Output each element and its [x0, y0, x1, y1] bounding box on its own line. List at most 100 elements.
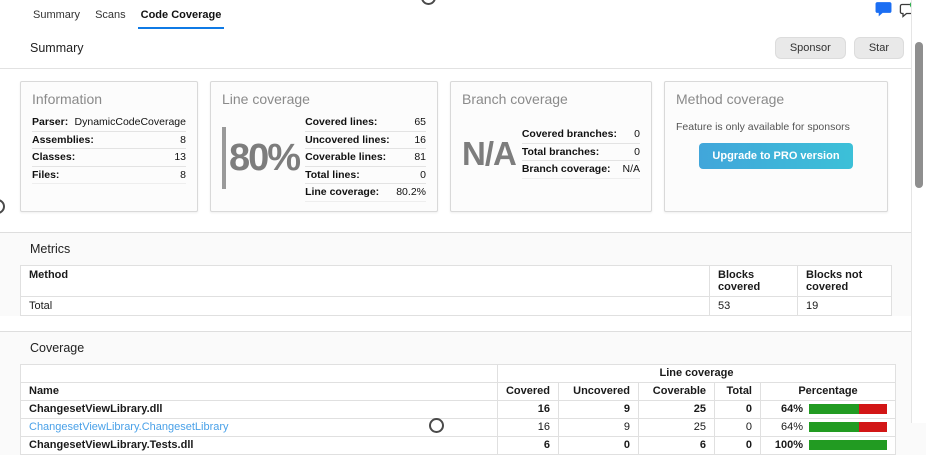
coverage-col-total: Total: [714, 381, 761, 401]
tab-summary[interactable]: Summary: [33, 9, 81, 21]
total-value: 0: [714, 417, 761, 437]
summary-section-title: Summary: [30, 41, 84, 55]
coverage-bar: [809, 422, 887, 432]
files-value: 8: [180, 168, 186, 181]
coverage-row-class-1: ChangesetViewLibrary.ChangesetLibrary 16…: [20, 417, 896, 437]
line-row-coverable: Coverable lines: 81: [305, 149, 426, 167]
covered-value: 6: [496, 435, 560, 455]
sponsor-note: Feature is only available for sponsors: [676, 121, 850, 133]
line-coverage-big-value-wrap: 80%: [222, 126, 301, 189]
total-value: 0: [714, 435, 761, 455]
line-coverage-group-header: Line coverage: [496, 363, 897, 383]
percentage-cell: 64%: [760, 399, 896, 419]
branch-coverage-value: N/A: [622, 163, 640, 175]
coverage-col-name: Name: [20, 381, 498, 401]
covered-lines-label: Covered lines:: [305, 116, 378, 128]
coverage-header-row: Name Covered Uncovered Coverable Total P…: [20, 381, 896, 401]
tab-code-coverage[interactable]: Code Coverage: [137, 9, 225, 29]
coverable-value: 25: [638, 399, 715, 419]
metrics-total-row: Total 53 19: [20, 295, 892, 316]
method-coverage-card-title: Method coverage: [676, 91, 785, 107]
coverage-row-assembly-2: ChangesetViewLibrary.Tests.dll 6 0 6 0 1…: [20, 435, 896, 455]
branch-row-total: Total branches: 0: [521, 144, 640, 161]
line-row-uncovered: Uncovered lines: 16: [305, 132, 426, 149]
total-value: 0: [714, 399, 761, 419]
coverage-table: Line coverage Name Covered Uncovered Cov…: [20, 363, 897, 455]
metrics-total-label: Total: [20, 295, 710, 316]
line-row-covered: Covered lines: 65: [305, 114, 426, 132]
branch-row-percentage: Branch coverage: N/A: [521, 161, 640, 179]
branch-coverage-big-value: N/A: [462, 134, 517, 172]
info-row-assemblies: Assemblies: 8: [32, 132, 186, 149]
coverable-value: 25: [638, 417, 715, 437]
metrics-header-row: Method Blocks covered Blocks not covered: [20, 264, 892, 297]
summary-header: Summary Sponsor Star: [0, 29, 926, 69]
assembly-name[interactable]: ChangesetViewLibrary.Tests.dll: [20, 435, 498, 455]
metrics-section: Metrics Method Blocks covered Blocks not…: [0, 231, 926, 316]
info-row-files: Files: 8: [32, 167, 186, 184]
method-coverage-card: Method coverage Feature is only availabl…: [664, 81, 888, 212]
tab-bar: Summary Scans Code Coverage: [0, 0, 926, 29]
line-coverage-big-value: 80%: [229, 136, 301, 179]
assemblies-label: Assemblies:: [32, 133, 94, 146]
info-row-parser: Parser: DynamicCodeCoverage: [32, 114, 186, 132]
branch-coverage-label: Branch coverage:: [521, 163, 611, 175]
metrics-col-blocks-covered: Blocks covered: [709, 264, 798, 297]
star-button[interactable]: Star: [853, 37, 904, 59]
upgrade-pro-button[interactable]: Upgrade to PRO version: [699, 143, 853, 169]
line-coverage-card-title: Line coverage: [222, 91, 310, 107]
sponsor-button[interactable]: Sponsor: [774, 37, 846, 59]
coverage-col-coverable: Coverable: [638, 381, 715, 401]
coverage-group-header-row: Line coverage: [20, 363, 897, 383]
coverable-value: 6: [638, 435, 715, 455]
metrics-total-blocks-covered: 53: [709, 295, 798, 316]
uncovered-value: 9: [558, 399, 639, 419]
coverable-lines-label: Coverable lines:: [305, 151, 387, 163]
total-branches-label: Total branches:: [521, 145, 600, 158]
line-coverage-card: Line coverage 80% Covered lines: 65 Unco…: [210, 81, 438, 212]
coverage-row-assembly-1: ChangesetViewLibrary.dll 16 9 25 0 64%: [20, 399, 896, 419]
covered-value: 16: [496, 399, 560, 419]
selection-handle-bottom: [429, 418, 444, 433]
metrics-col-method: Method: [20, 264, 710, 297]
total-branches-value: 0: [634, 145, 640, 158]
summary-cards: Information Parser: DynamicCodeCoverage …: [0, 69, 926, 232]
total-lines-value: 0: [420, 168, 426, 181]
branch-coverage-card-title: Branch coverage: [462, 91, 568, 107]
assemblies-value: 8: [180, 133, 186, 146]
classes-value: 13: [174, 151, 186, 163]
coverable-lines-value: 81: [414, 151, 426, 163]
metrics-section-title: Metrics: [30, 241, 71, 256]
classes-label: Classes:: [32, 151, 76, 163]
metrics-table: Method Blocks covered Blocks not covered…: [20, 264, 892, 316]
parser-label: Parser:: [32, 116, 69, 128]
coverage-col-percentage: Percentage: [760, 381, 896, 401]
coverage-col-uncovered: Uncovered: [558, 381, 639, 401]
coverage-section-title: Coverage: [30, 340, 85, 355]
line-row-percentage: Line coverage: 80.2%: [305, 184, 426, 202]
uncovered-lines-value: 16: [414, 133, 426, 146]
line-row-total: Total lines: 0: [305, 167, 426, 184]
tab-scans[interactable]: Scans: [95, 9, 126, 21]
class-name-link[interactable]: ChangesetViewLibrary.ChangesetLibrary: [20, 417, 498, 437]
coverage-bar: [809, 404, 887, 414]
total-lines-label: Total lines:: [305, 168, 360, 181]
covered-lines-value: 65: [414, 116, 426, 128]
vertical-scrollbar-track[interactable]: [911, 0, 926, 423]
coverage-section: Coverage Line coverage Name Covered Unco…: [0, 330, 926, 455]
percentage-value: 100%: [774, 439, 803, 451]
branch-row-covered: Covered branches: 0: [521, 126, 640, 144]
branch-coverage-card: Branch coverage N/A Covered branches: 0 …: [450, 81, 652, 212]
coverage-bar: [809, 440, 887, 450]
parser-value: DynamicCodeCoverage: [74, 116, 186, 128]
assembly-name[interactable]: ChangesetViewLibrary.dll: [20, 399, 498, 419]
chat-bubble-icon[interactable]: [875, 1, 892, 18]
metrics-total-blocks-not-covered: 19: [797, 295, 892, 316]
uncovered-value: 9: [558, 417, 639, 437]
metrics-col-blocks-not-covered: Blocks not covered: [797, 264, 892, 297]
line-coverage-value: 80.2%: [396, 186, 426, 198]
uncovered-value: 0: [558, 435, 639, 455]
coverage-col-covered: Covered: [496, 381, 560, 401]
vertical-scrollbar-thumb[interactable]: [915, 42, 923, 188]
uncovered-lines-label: Uncovered lines:: [305, 133, 390, 146]
